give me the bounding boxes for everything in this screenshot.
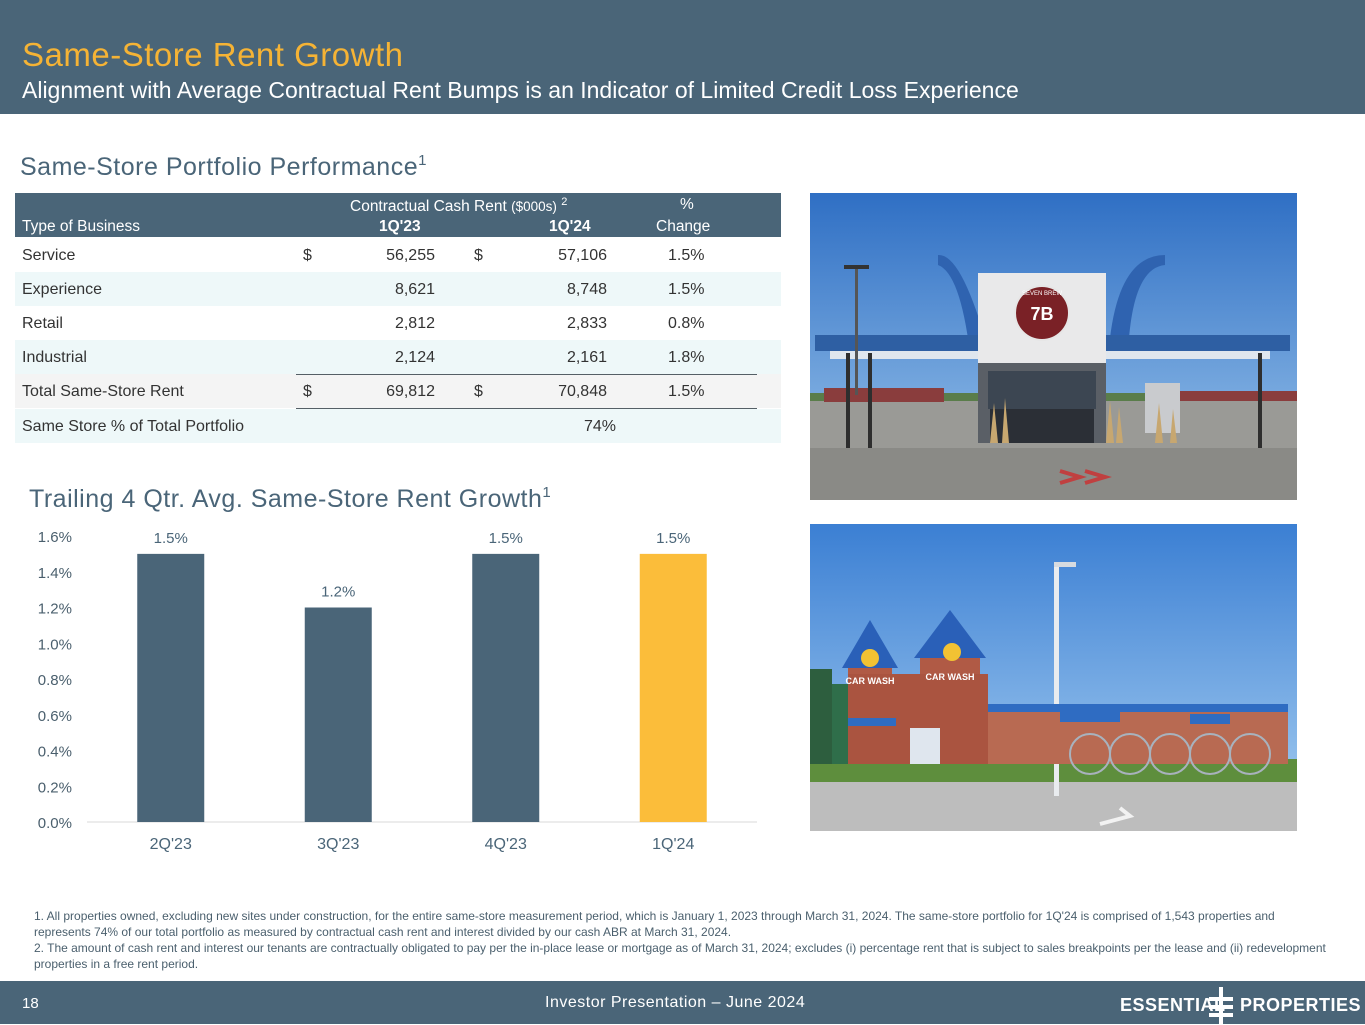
total-bottom-rule (296, 408, 757, 409)
seven-brew-logo-text: SEVEN BREW (1022, 291, 1062, 297)
data-label: 1.5% (656, 530, 690, 547)
footnotes: 1. All properties owned, excluding new s… (34, 908, 1334, 972)
row-value-1q23: 8,621 (394, 281, 435, 298)
total-top-rule (296, 374, 757, 375)
header-change: Change (656, 218, 711, 235)
data-label: 1.5% (489, 530, 523, 547)
y-tick-label: 1.6% (38, 529, 72, 546)
header-units: ($000s) (511, 199, 557, 215)
y-tick-label: 0.4% (38, 744, 72, 761)
row-value-1q24: 2,161 (566, 349, 607, 366)
row-value-1q23: 2,124 (394, 349, 435, 366)
table-row: Industrial 2,124 2,161 1.8% (15, 340, 781, 374)
table-row: Experience 8,621 8,748 1.5% (15, 272, 781, 306)
bar-1Q24 (639, 553, 707, 822)
essential-properties-logo: ESSENTIAL PROPERTIES (1120, 987, 1361, 1025)
y-tick-label: 0.8% (38, 672, 72, 689)
chart-section-footnote-ref: 1 (542, 484, 552, 501)
row-value-1q24: 70,848 (558, 383, 607, 400)
logo-word-left: ESSENTIAL (1120, 995, 1226, 1015)
bar-3Q23 (304, 607, 372, 822)
footnote-2: 2. The amount of cash rent and interest … (34, 941, 1326, 971)
x-tick-label: 3Q'23 (317, 836, 359, 853)
table-header-group: Contractual Cash Rent ($000s) 2 (350, 196, 567, 216)
chart-section-title: Trailing 4 Qtr. Avg. Same-Store Rent Gro… (29, 484, 551, 514)
table-row-portfolio: Same Store % of Total Portfolio 74% (15, 409, 781, 443)
logo-mark-icon (1209, 987, 1233, 1025)
footer-bar: 18 Investor Presentation – June 2024 ESS… (0, 981, 1365, 1025)
data-label: 1.5% (154, 530, 188, 547)
portfolio-label: Same Store % of Total Portfolio (22, 418, 245, 435)
row-label: Service (22, 247, 76, 264)
row-change: 1.5% (668, 281, 705, 298)
car-wash-sign-right: CAR WASH (926, 672, 975, 682)
row-change: 0.8% (668, 315, 705, 332)
table-section-title-text: Same-Store Portfolio Performance (20, 153, 419, 181)
chart-section-title-text: Trailing 4 Qtr. Avg. Same-Store Rent Gro… (29, 485, 543, 513)
x-tick-label: 1Q'24 (652, 836, 694, 853)
header-footnote-ref: 2 (561, 196, 568, 208)
table-row: Service $ 56,255 $ 57,106 1.5% (15, 238, 781, 272)
photo-coffee-drive-thru: 7B SEVEN BREW (810, 193, 1297, 500)
row-dollar-2: $ (474, 247, 483, 264)
bar-4Q23 (472, 553, 540, 822)
row-value-1q24: 57,106 (558, 247, 607, 264)
header-group-label: Contractual Cash Rent (350, 198, 507, 216)
row-label: Industrial (22, 349, 87, 366)
data-label: 1.2% (321, 584, 355, 601)
photo-car-wash: CAR WASH CAR WASH (810, 524, 1297, 831)
page-number: 18 (22, 995, 39, 1012)
row-change: 1.5% (668, 247, 705, 264)
row-dollar-2: $ (474, 383, 483, 400)
portfolio-value: 74% (584, 418, 617, 435)
y-tick-label: 0.2% (38, 779, 72, 796)
footnote-1: 1. All properties owned, excluding new s… (34, 909, 1275, 939)
row-value-1q24: 2,833 (566, 315, 607, 332)
rent-growth-bar-chart: 0.0% 0.2% 0.4% 0.6% 0.8% 1.0% 1.2% 1.4% 1.6% 1.5%… (38, 529, 757, 853)
table-section-title: Same-Store Portfolio Performance1 (20, 152, 427, 182)
car-wash-sign-left: CAR WASH (846, 676, 895, 686)
x-tick-label: 2Q'23 (150, 836, 192, 853)
header-pct-label: % (680, 196, 694, 213)
header-banner: Same-Store Rent Growth Alignment with Av… (0, 0, 1365, 114)
y-tick-label: 1.2% (38, 601, 72, 618)
bar-2Q23 (137, 553, 205, 822)
x-tick-label: 4Q'23 (485, 836, 527, 853)
row-value-1q23: 69,812 (386, 383, 435, 400)
car-wash-image: CAR WASH CAR WASH (810, 524, 1297, 831)
header-1q24: 1Q'24 (549, 218, 591, 235)
y-tick-label: 1.4% (38, 565, 72, 582)
y-tick-label: 0.0% (38, 815, 72, 832)
table-header: Contractual Cash Rent ($000s) 2 % Type o… (15, 193, 781, 237)
row-label: Total Same-Store Rent (22, 383, 184, 400)
table-section-footnote-ref: 1 (418, 152, 427, 169)
row-value-1q23: 56,255 (386, 247, 435, 264)
header-1q23: 1Q'23 (379, 218, 421, 235)
row-dollar-1: $ (303, 383, 312, 400)
seven-brew-logo-number: 7B (1030, 304, 1053, 324)
y-tick-label: 1.0% (38, 636, 72, 653)
presentation-label: Investor Presentation – June 2024 (545, 994, 806, 1011)
row-value-1q23: 2,812 (394, 315, 435, 332)
row-label: Experience (22, 281, 103, 298)
logo-word-right: PROPERTIES (1240, 995, 1362, 1015)
row-dollar-1: $ (303, 247, 312, 264)
table-row: Retail 2,812 2,833 0.8% (15, 306, 781, 340)
header-type-of-business: Type of Business (22, 218, 141, 235)
coffee-drive-thru-image: 7B SEVEN BREW (810, 193, 1297, 500)
row-change: 1.8% (668, 349, 705, 366)
table-row-total: Total Same-Store Rent $ 69,812 $ 70,848 … (15, 374, 781, 408)
row-label: Retail (22, 315, 63, 332)
page-title: Same-Store Rent Growth (22, 36, 404, 73)
row-change: 1.5% (668, 383, 705, 400)
y-tick-label: 0.6% (38, 708, 72, 725)
page-subtitle: Alignment with Average Contractual Rent … (22, 77, 1019, 103)
row-value-1q24: 8,748 (566, 281, 607, 298)
